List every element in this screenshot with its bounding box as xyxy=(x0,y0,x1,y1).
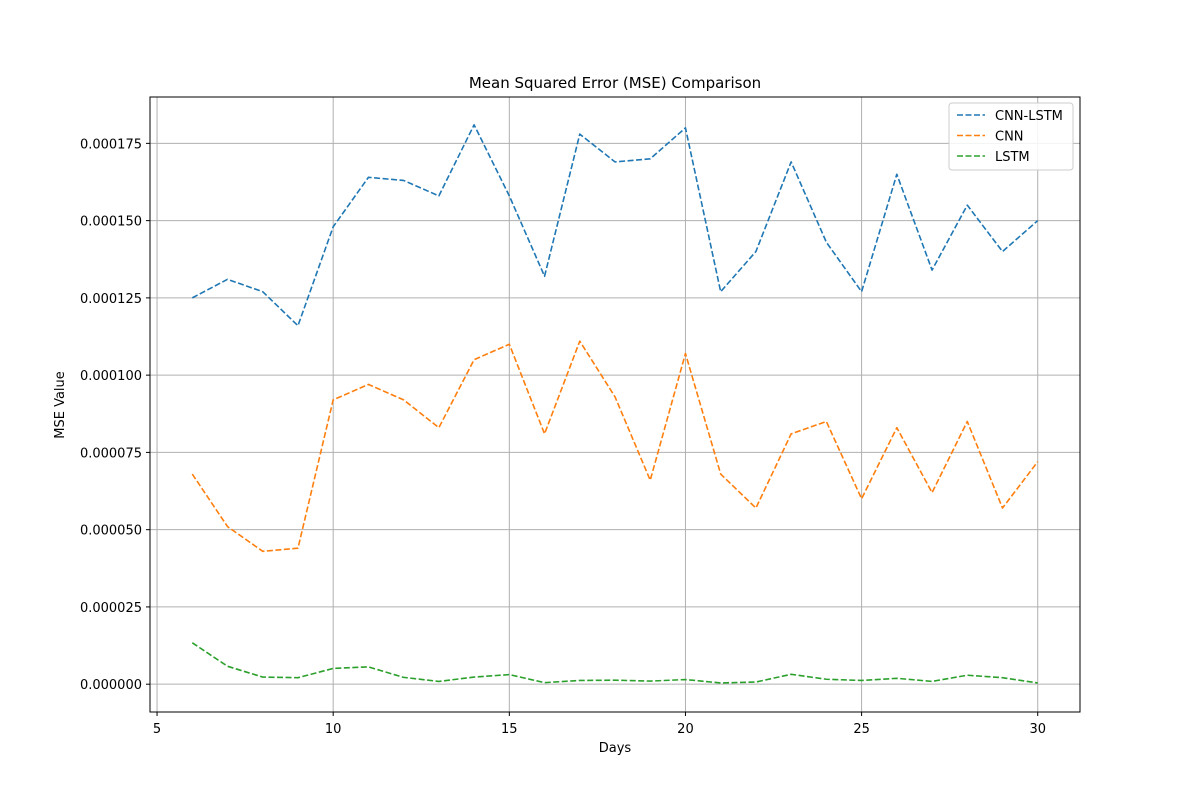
y-tick-label: 0.000100 xyxy=(80,369,142,384)
y-axis-ticks: 0.000000 0.000025 0.000050 0.000075 0.000100… xyxy=(80,137,150,693)
y-tick-label: 0.000175 xyxy=(80,137,142,152)
y-tick-label: 0.000075 xyxy=(80,446,142,461)
x-axis-ticks: 5 10 15 20 25 30 xyxy=(153,712,1046,737)
y-tick-label: 0.000025 xyxy=(80,601,142,616)
grid xyxy=(150,97,1080,712)
series-line-cnn xyxy=(191,340,1039,553)
series-line-lstm xyxy=(191,642,1038,684)
y-tick-label: 0.000000 xyxy=(80,678,142,693)
x-tick-label: 20 xyxy=(677,722,694,737)
series-lines xyxy=(191,124,1039,684)
series-line-cnn-lstm xyxy=(191,124,1039,327)
y-tick-label: 0.000050 xyxy=(80,524,142,539)
x-tick-label: 30 xyxy=(1029,722,1046,737)
x-tick-label: 5 xyxy=(153,722,161,737)
legend-label-cnn-lstm: CNN-LSTM xyxy=(995,109,1063,124)
legend: CNN-LSTM CNN LSTM xyxy=(948,102,1074,171)
x-tick-label: 10 xyxy=(325,722,342,737)
legend-box xyxy=(948,102,1074,171)
chart-title: Mean Squared Error (MSE) Comparison xyxy=(469,74,761,92)
legend-label-lstm: LSTM xyxy=(995,150,1030,165)
plot-frame xyxy=(149,96,1081,713)
y-tick-label: 0.000150 xyxy=(80,215,142,230)
legend-label-cnn: CNN xyxy=(995,130,1024,145)
y-axis-label: MSE Value xyxy=(53,371,68,439)
y-tick-label: 0.000125 xyxy=(80,292,142,307)
x-tick-label: 15 xyxy=(501,722,518,737)
x-tick-label: 25 xyxy=(853,722,870,737)
x-axis-label: Days xyxy=(599,741,632,756)
